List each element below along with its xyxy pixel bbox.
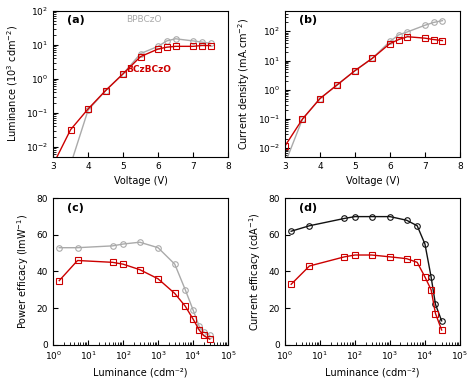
X-axis label: Voltage (V): Voltage (V) — [346, 177, 400, 187]
Text: (d): (d) — [299, 203, 317, 213]
Y-axis label: Luminance (10$^3$ cdm$^{-2}$): Luminance (10$^3$ cdm$^{-2}$) — [6, 25, 20, 142]
Text: (a): (a) — [67, 15, 85, 25]
Text: BCzBCzO: BCzBCzO — [127, 65, 172, 74]
Y-axis label: Current efficacy (cdA$^{-1}$): Current efficacy (cdA$^{-1}$) — [247, 212, 263, 331]
Y-axis label: Power efficacy (lmW$^{-1}$): Power efficacy (lmW$^{-1}$) — [15, 214, 31, 329]
X-axis label: Luminance (cdm⁻²): Luminance (cdm⁻²) — [93, 367, 188, 377]
Y-axis label: Current density (mA.cm$^{-2}$): Current density (mA.cm$^{-2}$) — [237, 18, 252, 150]
Text: (c): (c) — [67, 203, 84, 213]
X-axis label: Luminance (cdm⁻²): Luminance (cdm⁻²) — [325, 367, 419, 377]
Text: BPBCzO: BPBCzO — [127, 15, 162, 24]
X-axis label: Voltage (V): Voltage (V) — [114, 177, 167, 187]
Text: (b): (b) — [299, 15, 317, 25]
